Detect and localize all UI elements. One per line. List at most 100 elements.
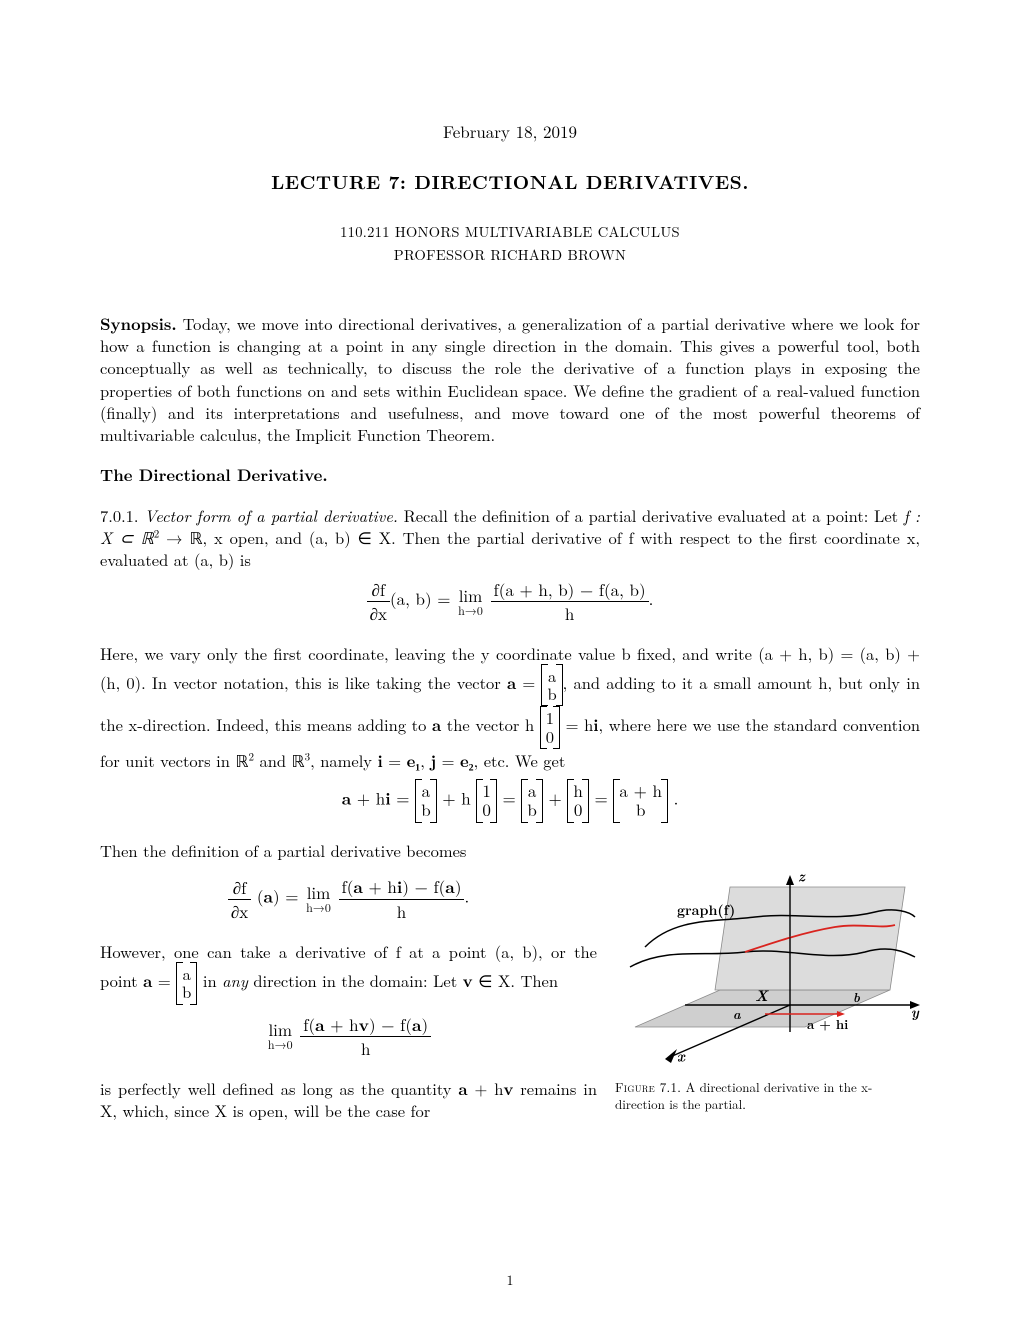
subsec-title: Vector form of a partial derivative. <box>144 503 398 527</box>
e4nb: a <box>315 1013 325 1037</box>
figure-caption: Figure 7.1. A directional derivative in … <box>615 1078 920 1113</box>
p4-bold-v: v <box>463 968 473 992</box>
eq1-end: . <box>649 586 654 610</box>
p2g: , namely <box>310 748 377 772</box>
v5b: b <box>619 800 662 819</box>
v6b: b <box>182 982 191 1000</box>
bold-a-2: a <box>432 712 441 736</box>
e3nf: a <box>445 875 455 899</box>
eq3-lim-bot: h→0 <box>306 902 331 914</box>
vec-0: 0 <box>546 727 554 745</box>
eq3-lim: limh→0 <box>306 884 331 914</box>
p4c: direction in the domain: Let <box>248 968 463 992</box>
eq3-lhs: ∂f ∂x <box>228 876 251 923</box>
eq4-num: f(a + hv) − f(a) <box>300 1013 431 1038</box>
synopsis-body: Today, we move into directional derivati… <box>100 311 920 446</box>
plane-vertical <box>715 887 905 990</box>
eq1-lhs-frac: ∂f ∂x <box>367 578 390 625</box>
p4b: in <box>197 968 222 992</box>
bold-a-1: a <box>507 670 516 694</box>
e3ne: ) − f( <box>402 874 445 898</box>
bold-e2: e₂ <box>460 748 474 772</box>
label-b: b <box>853 987 860 1006</box>
v3b: b <box>527 800 536 819</box>
synopsis-head: Synopsis. <box>100 311 177 335</box>
bold-e1: e₁ <box>407 748 421 772</box>
fig-lead: Figure 7.1. <box>615 1077 681 1096</box>
vec-ab-2: ab <box>415 779 436 823</box>
label-ahi: a + hi <box>807 1014 848 1033</box>
p2k: , etc. We get <box>474 748 566 772</box>
p2f: and ℝ <box>254 748 305 772</box>
p2d: = h <box>560 712 593 736</box>
vec-h0: h0 <box>567 779 588 823</box>
equation-3: ∂f ∂x (a) = limh→0 f(a + hi) − f(a) h . <box>100 875 597 923</box>
label-y: y <box>911 1002 920 1022</box>
e4nd: v <box>359 1013 369 1037</box>
eq1-den: h <box>491 602 649 625</box>
subsec-number: 7.0.1. <box>100 503 139 527</box>
eq4-lim: limh→0 <box>268 1021 293 1051</box>
p2j: = <box>436 748 460 772</box>
eq3-lhs-den: ∂x <box>228 900 251 923</box>
vec-ab-1: ab <box>541 664 562 706</box>
vec-10-2: 10 <box>476 779 497 823</box>
lecture-title: LECTURE 7: DIRECTIONAL DERIVATIVES. <box>100 169 920 195</box>
p2i: , <box>420 748 430 772</box>
e4nc: + h <box>325 1012 359 1036</box>
eq4-den: h <box>300 1037 431 1060</box>
eq1-rhs-frac: f(a + h, b) − f(a, b) h <box>491 578 649 625</box>
vec-ahb: a + hb <box>613 779 668 823</box>
left-column: ∂f ∂x (a) = limh→0 f(a + hi) − f(a) h . … <box>100 867 597 1127</box>
eq3-frac: f(a + hi) − f(a) h <box>339 875 465 923</box>
eq2-plus2: + <box>543 786 568 810</box>
eq2-lhs: + h <box>351 786 385 810</box>
eq4-frac: f(a + hv) − f(a) h <box>300 1013 431 1061</box>
eq3-arg: ( <box>251 884 263 908</box>
v20: 0 <box>482 800 491 819</box>
e3nc: + h <box>363 874 397 898</box>
p5a: is perfectly well defined as long as the… <box>100 1076 458 1100</box>
e4ne: ) − f( <box>369 1012 412 1036</box>
label-a: a <box>733 1004 741 1023</box>
subsec-tail: Recall the definition of a partial deriv… <box>398 503 904 527</box>
date: February 18, 2019 <box>100 120 920 143</box>
eq1-lhs-den: ∂x <box>367 602 390 625</box>
v40: 0 <box>573 800 582 819</box>
eq2-eq2: = <box>497 786 522 810</box>
eq4-lim-bot: h→0 <box>268 1039 293 1051</box>
eq3-arg2: ) = <box>273 884 304 908</box>
author: PROFESSOR RICHARD BROWN <box>100 246 920 266</box>
e3ng: ) <box>455 874 462 898</box>
p5-bold-v: v <box>503 1076 513 1100</box>
e4ng: ) <box>421 1012 428 1036</box>
f-def-2: → ℝ, x open, and (a, b) ∈ X. Then the pa… <box>100 525 920 571</box>
label-z: z <box>798 867 806 886</box>
vec-10: 10 <box>540 706 560 748</box>
section-title: The Directional Derivative. <box>100 463 920 485</box>
eq1-arg: (a, b) = <box>390 586 456 610</box>
vec-b: b <box>547 684 556 702</box>
p5b: + h <box>468 1076 504 1100</box>
paragraph-3: Then the definition of a partial derivat… <box>100 839 920 861</box>
p4d: ∈ X. Then <box>473 968 558 992</box>
synopsis-paragraph: Synopsis. Today, we move into directiona… <box>100 312 920 446</box>
label-x: x <box>677 1046 686 1066</box>
eq3-a: a <box>263 885 273 909</box>
label-X: X <box>755 984 769 1006</box>
paragraph-4: However, one can take a derivative of f … <box>100 940 597 1005</box>
eq1-lim: limh→0 <box>458 587 483 617</box>
e3na: f( <box>342 874 354 898</box>
eq2-eq1: = <box>391 786 416 810</box>
lim-sub: h→0 <box>458 605 483 617</box>
vec-ab-4: ab <box>176 962 197 1004</box>
arrow-x <box>665 1049 677 1063</box>
eq2-eq3: = <box>589 786 614 810</box>
paragraph-5: is perfectly well defined as long as the… <box>100 1077 597 1122</box>
e4na: f( <box>303 1012 315 1036</box>
eq3-lhs-num: ∂f <box>228 876 251 900</box>
v2b: b <box>421 800 430 819</box>
eq2-plus: + h <box>437 786 471 810</box>
page-number: 1 <box>0 1271 1020 1290</box>
p5-bold-a: a <box>458 1076 467 1100</box>
